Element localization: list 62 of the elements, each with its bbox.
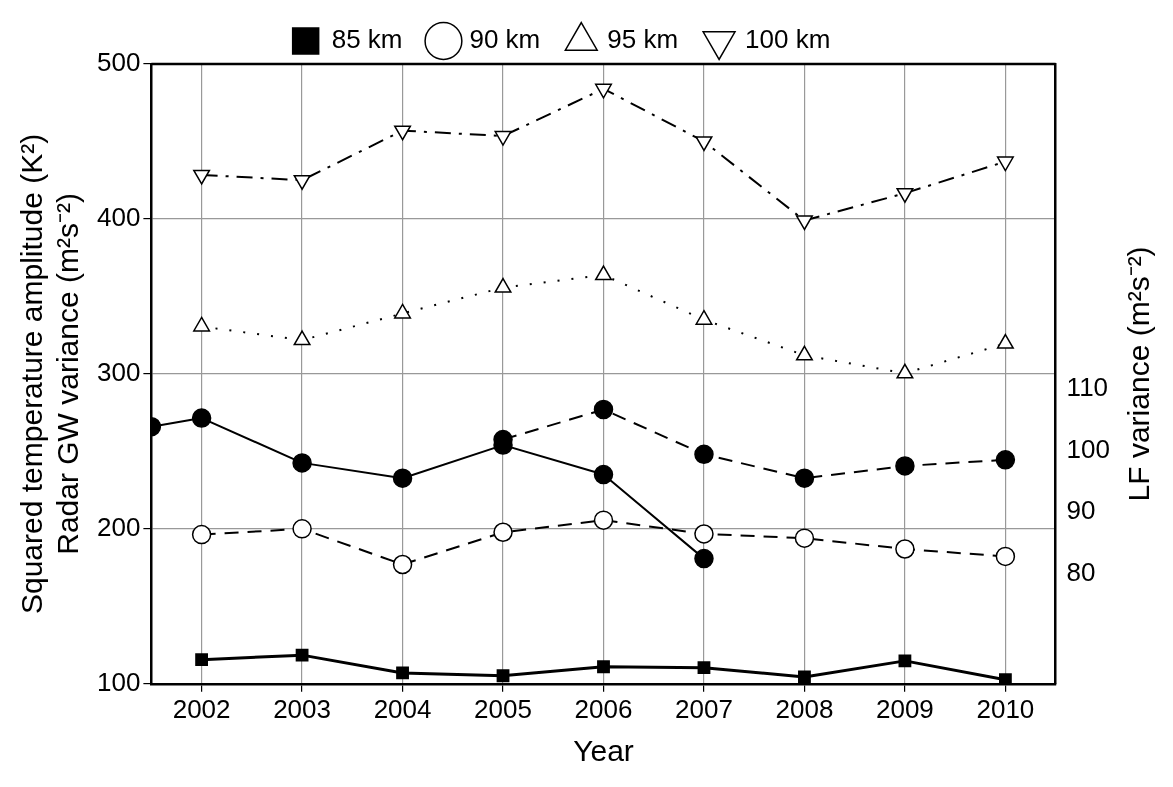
point [493,522,513,543]
x-tick-label: 2007 [675,693,733,724]
point [496,669,510,683]
legend-label: 95 km [607,24,679,55]
point [697,661,711,675]
point [996,156,1014,172]
point [794,528,815,548]
point [597,660,610,674]
point [798,670,811,684]
point [292,519,312,539]
point [593,464,614,485]
point [998,673,1012,684]
y2-tick-label: 110 [1066,372,1109,403]
x-tick-label: 2006 [574,693,633,724]
point [191,408,212,428]
point [995,546,1016,567]
point [594,83,613,99]
point [396,666,409,680]
point [694,444,714,465]
y-axis-title: Squared temperature amplitude (K²) Radar GW variance (m²s⁻²) [15,133,85,615]
point [593,510,614,530]
y-tick-label: 300 [96,357,141,388]
point [392,468,413,488]
y2-tick-label: 100 [1066,433,1111,464]
legend-label: 100 km [745,24,831,55]
point [494,130,512,146]
point [295,648,309,662]
y-tick-label: 100 [96,666,141,697]
y2-axis-title: LF variance (m²s⁻²) [1122,246,1156,502]
point [593,399,614,420]
point [694,524,714,544]
x-tick-label: 2004 [373,693,432,724]
point [195,653,209,667]
point [695,136,713,152]
x-tick-label: 2002 [172,693,231,724]
point [895,539,915,559]
x-tick-label: 2005 [474,693,532,724]
x-axis-title: Year [573,734,634,768]
point [895,456,915,476]
point [694,548,714,569]
point [292,453,312,473]
point [794,468,815,488]
y-tick-label: 500 [96,47,141,78]
point [995,450,1016,470]
legend-label: 90 km [469,24,541,55]
y-tick-label: 200 [96,512,141,543]
point [795,215,813,231]
y-tick-label: 400 [96,202,141,233]
point [896,187,914,203]
x-tick-label: 2010 [976,693,1035,724]
legend-label: 85 km [331,24,403,55]
x-tick-label: 2008 [775,693,834,724]
x-tick-label: 2009 [875,693,934,724]
point [191,524,212,545]
point [293,174,311,190]
point [392,554,413,575]
point [193,169,211,185]
y2-tick-label: 90 [1066,495,1096,526]
point [898,654,912,668]
y2-tick-label: 80 [1066,556,1096,587]
x-tick-label: 2003 [273,693,332,724]
point [394,125,412,141]
